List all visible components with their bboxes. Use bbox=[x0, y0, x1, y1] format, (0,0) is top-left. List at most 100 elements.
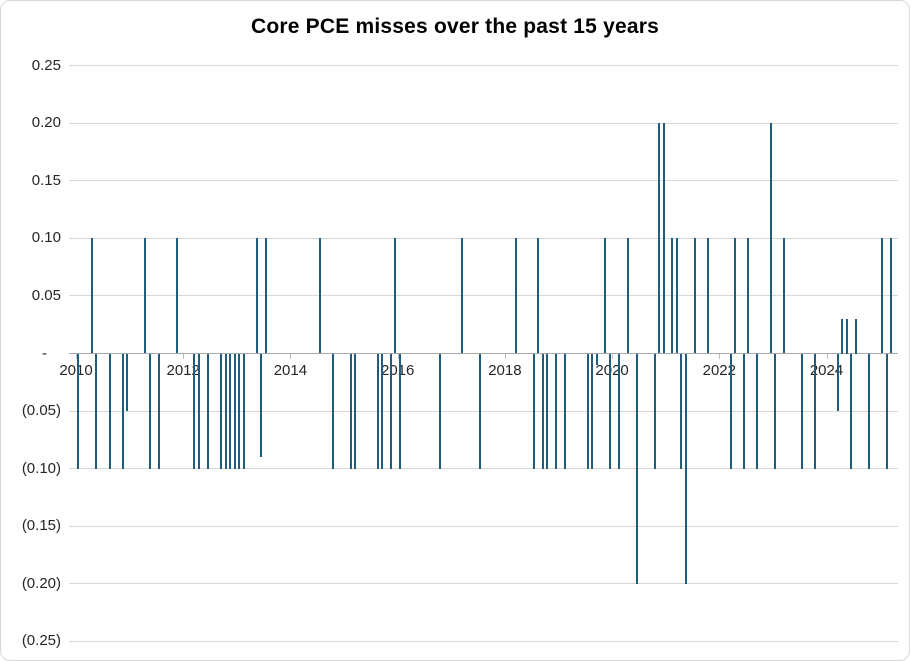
bar bbox=[77, 353, 80, 469]
y-axis-tick-label: (0.10) bbox=[21, 459, 61, 477]
bar bbox=[206, 353, 209, 469]
y-axis-tick-label: 0.10 bbox=[31, 229, 61, 247]
bar bbox=[756, 353, 759, 469]
bar bbox=[255, 238, 258, 354]
x-axis-tick bbox=[183, 354, 185, 359]
bar bbox=[564, 353, 567, 469]
bar bbox=[845, 319, 848, 354]
bar bbox=[885, 353, 888, 469]
y-axis-tick-label: 0.05 bbox=[31, 286, 61, 304]
bar bbox=[479, 353, 482, 469]
bar bbox=[144, 238, 147, 354]
x-axis-tick bbox=[76, 354, 77, 359]
y-axis-tick-label: 0.25 bbox=[31, 56, 61, 74]
x-axis-tick bbox=[290, 354, 292, 359]
bar bbox=[381, 353, 383, 469]
gridline bbox=[69, 295, 898, 297]
bar bbox=[868, 353, 870, 469]
bar bbox=[604, 238, 607, 354]
bar bbox=[707, 238, 710, 354]
bar bbox=[841, 319, 844, 354]
bar bbox=[175, 238, 178, 354]
bar bbox=[331, 353, 334, 469]
bar bbox=[675, 238, 678, 354]
x-axis-tick bbox=[719, 354, 721, 359]
x-axis-tick bbox=[504, 354, 506, 359]
bar bbox=[515, 238, 517, 354]
bar bbox=[742, 353, 745, 469]
bar bbox=[541, 353, 544, 469]
gridline bbox=[69, 583, 898, 585]
x-axis-year-label: 2018 bbox=[488, 362, 522, 379]
bar bbox=[220, 353, 223, 469]
bar bbox=[836, 353, 839, 412]
bar bbox=[229, 353, 232, 469]
bar bbox=[814, 353, 817, 469]
bar bbox=[801, 353, 803, 469]
x-axis-line bbox=[69, 353, 898, 354]
gridline bbox=[69, 180, 898, 182]
bar bbox=[608, 353, 611, 469]
bar bbox=[376, 353, 379, 469]
bar bbox=[264, 238, 267, 354]
x-axis-year-label: 2010 bbox=[59, 362, 93, 379]
bar bbox=[546, 353, 549, 469]
bar bbox=[684, 353, 687, 584]
bar bbox=[349, 353, 352, 469]
bar bbox=[769, 123, 772, 354]
bar bbox=[193, 353, 196, 469]
bar bbox=[224, 353, 227, 469]
bar bbox=[354, 353, 357, 469]
bar bbox=[626, 238, 629, 354]
bar bbox=[108, 353, 111, 469]
x-axis-year-label: 2022 bbox=[702, 362, 736, 379]
x-axis-tick bbox=[397, 354, 399, 359]
bar bbox=[233, 353, 236, 469]
bar bbox=[653, 353, 656, 469]
gridline bbox=[69, 410, 898, 412]
bar bbox=[586, 353, 589, 469]
bar bbox=[461, 238, 464, 354]
bar bbox=[783, 238, 786, 354]
gridline bbox=[69, 237, 898, 239]
bar bbox=[398, 353, 401, 469]
bar bbox=[95, 353, 98, 469]
x-axis-year-label: 2014 bbox=[273, 362, 308, 379]
y-axis-tick-label: (0.15) bbox=[21, 517, 61, 535]
bar bbox=[662, 123, 665, 354]
x-axis-tick bbox=[826, 354, 828, 359]
bar bbox=[260, 353, 263, 458]
bar bbox=[680, 353, 683, 469]
bar bbox=[635, 353, 638, 584]
bar bbox=[90, 238, 93, 354]
x-axis-year-label: 2012 bbox=[166, 362, 200, 379]
bar bbox=[394, 238, 397, 354]
chart-title: Core PCE misses over the past 15 years bbox=[251, 15, 659, 38]
bar bbox=[318, 238, 321, 354]
bar bbox=[126, 353, 129, 412]
bar bbox=[693, 238, 696, 354]
gridline bbox=[69, 468, 898, 470]
y-axis-tick-label: - bbox=[42, 344, 47, 362]
y-axis-tick-label: (0.05) bbox=[21, 402, 61, 420]
x-axis-year-label: 2024 bbox=[809, 362, 844, 379]
y-axis-tick-label: 0.20 bbox=[31, 114, 61, 132]
bar bbox=[148, 353, 151, 469]
bar bbox=[537, 238, 540, 354]
y-axis-tick-label: (0.25) bbox=[21, 632, 61, 650]
x-axis-tick bbox=[612, 354, 614, 359]
bar bbox=[532, 353, 535, 469]
bar bbox=[850, 353, 853, 469]
bar bbox=[617, 353, 620, 469]
bar bbox=[881, 238, 884, 354]
bar bbox=[390, 353, 392, 469]
x-axis-year-label: 2016 bbox=[381, 362, 415, 379]
bar bbox=[747, 238, 750, 354]
bar bbox=[591, 353, 593, 469]
bar bbox=[439, 353, 442, 469]
gridline bbox=[69, 122, 898, 124]
bar bbox=[890, 238, 893, 354]
gridline bbox=[69, 525, 898, 527]
y-axis-tick-label: (0.20) bbox=[21, 574, 61, 592]
